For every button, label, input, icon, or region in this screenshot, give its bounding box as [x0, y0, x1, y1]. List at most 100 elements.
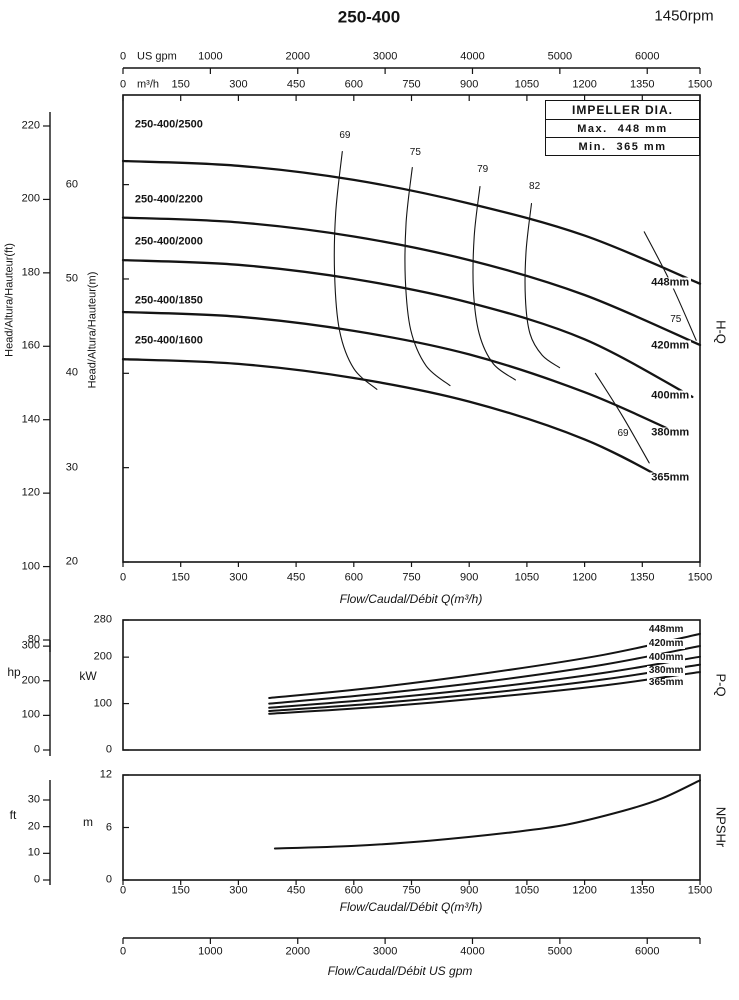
hq-x-tick-label: 450: [286, 571, 306, 584]
impeller-max-row: Max. 448 mm: [546, 120, 699, 137]
usgpm-bottom-tick-label: 1000: [198, 945, 223, 958]
head-m-tick-label: 40: [65, 366, 78, 379]
npsh-x-tick-label: 450: [286, 884, 306, 897]
pq-impeller-dia-label: 420mm: [646, 638, 686, 650]
hq-curve-448mm: [121, 159, 702, 285]
npsh-ft-tick-label: 30: [27, 793, 40, 806]
efficiency-label: 69: [617, 427, 629, 439]
page-title: 250-400: [337, 7, 401, 27]
kw-tick-label: 280: [93, 613, 112, 626]
hq-x-axis-title: Flow/Caudal/Débit Q(m³/h): [339, 592, 483, 606]
pq-curve-380mm: [268, 663, 701, 712]
hq-model-label: 250-400/2000: [134, 235, 203, 248]
m3h-tick-label: 1050: [514, 78, 540, 91]
usgpm-bottom-tick-label: 2000: [285, 945, 310, 958]
npsh-ft-tick-label: 0: [33, 873, 40, 886]
hq-impeller-dia-label: 420mm: [649, 339, 692, 352]
pq-impeller-dia-label: 400mm: [646, 651, 686, 663]
efficiency-label: 69: [339, 129, 351, 141]
usgpm-bottom-tick-label: 4000: [460, 945, 485, 958]
usgpm-tick-label: 3000: [372, 50, 398, 63]
hq-model-label: 250-400/1850: [134, 294, 203, 307]
m3h-tick-label: 1350: [630, 78, 655, 91]
impeller-min-value: 365 mm: [616, 140, 667, 153]
head-m-tick-label: 20: [65, 555, 78, 568]
pq-section-label: P-Q: [713, 673, 729, 697]
m3h-tick-label: 900: [460, 78, 479, 91]
head-ft-tick-label: 220: [21, 119, 40, 132]
head-m-tick-label: 60: [65, 178, 78, 191]
pq-curve-448mm: [268, 632, 701, 699]
usgpm-tick-label: 0: [119, 50, 127, 63]
efficiency-curve-69: [333, 151, 378, 390]
hq-x-tick-label: 1350: [630, 571, 655, 584]
hq-impeller-dia-label: 448mm: [649, 276, 692, 289]
pq-impeller-dia-label: 365mm: [646, 677, 686, 689]
head-ft-tick-label: 200: [21, 192, 40, 205]
head-ft-axis-title: Head/Altura/Hauteur(ft): [3, 243, 16, 357]
usgpm-tick-label: 2000: [285, 50, 310, 63]
usgpm-bottom-tick-label: 3000: [372, 945, 398, 958]
npsh-x-tick-label: 900: [460, 884, 479, 897]
usgpm-tick-label: 4000: [460, 50, 485, 63]
usgpm-unit-label: US gpm: [137, 50, 177, 63]
hq-model-label: 250-400/2200: [134, 193, 203, 206]
m3h-tick-label: 600: [344, 78, 363, 91]
hq-section-label: H-Q: [713, 320, 729, 344]
npshr-section-label: NPSHr: [713, 806, 729, 848]
impeller-max-label: Max.: [577, 122, 608, 135]
hp-tick-label: 200: [21, 674, 40, 687]
m3h-tick-label: 1500: [687, 78, 713, 91]
pq-curve-365mm: [268, 671, 701, 715]
hq-x-tick-label: 1050: [514, 571, 540, 584]
m3h-tick-label: 0: [119, 78, 127, 91]
efficiency-label: 75: [409, 146, 421, 158]
hq-x-tick-label: 300: [229, 571, 248, 584]
hq-x-tick-label: 1200: [572, 571, 597, 584]
usgpm-bottom-tick-label: 6000: [634, 945, 660, 958]
npsh-x-tick-label: 1050: [514, 884, 540, 897]
npsh-x-tick-label: 1200: [572, 884, 597, 897]
npsh-x-tick-label: 750: [402, 884, 421, 897]
efficiency-curve-75: [404, 167, 451, 387]
m3h-tick-label: 450: [286, 78, 306, 91]
efficiency-curve-69: [594, 372, 650, 464]
head-ft-tick-label: 120: [21, 486, 40, 499]
usgpm-tick-label: 5000: [547, 50, 573, 63]
m3h-tick-label: 150: [171, 78, 190, 91]
head-ft-tick-label: 160: [21, 339, 40, 352]
usgpm-tick-label: 6000: [634, 50, 660, 63]
m3h-tick-label: 1200: [572, 78, 597, 91]
npsh-x-tick-label: 1500: [687, 884, 713, 897]
hq-x-tick-label: 1500: [687, 571, 713, 584]
hp-unit-label: hp: [7, 665, 21, 679]
impeller-box-title: IMPELLER DIA.: [546, 101, 699, 120]
npsh-x-tick-label: 0: [119, 884, 127, 897]
m3h-tick-label: 750: [402, 78, 421, 91]
usgpm-x-axis-title: Flow/Caudal/Débit US gpm: [327, 964, 473, 978]
npsh-x-tick-label: 600: [344, 884, 363, 897]
hq-model-label: 250-400/2500: [134, 118, 203, 131]
npsh-m-tick-label: 6: [105, 821, 112, 833]
hq-x-tick-label: 150: [171, 571, 190, 584]
efficiency-label: 75: [670, 314, 682, 326]
efficiency-curve-79: [472, 185, 516, 381]
head-ft-tick-label: 80: [27, 633, 40, 646]
npsh-ft-tick-label: 20: [27, 820, 40, 833]
head-ft-tick-label: 180: [21, 266, 40, 279]
pq-plot-frame: [122, 619, 701, 751]
hq-impeller-dia-label: 400mm: [649, 389, 692, 402]
pq-impeller-dia-label: 448mm: [646, 624, 686, 636]
hq-x-tick-label: 600: [344, 571, 363, 584]
head-m-axis-title: Head/Altura/Hauteur(m): [86, 271, 99, 389]
hp-tick-label: 0: [33, 743, 40, 756]
npsh-x-axis-title: Flow/Caudal/Débit Q(m³/h): [339, 900, 483, 914]
pq-curve-420mm: [268, 645, 701, 705]
hq-curve-380mm: [121, 310, 682, 436]
kw-tick-label: 100: [93, 697, 112, 710]
usgpm-bottom-tick-label: 5000: [547, 945, 573, 958]
hq-curve-365mm: [121, 358, 671, 483]
impeller-dia-box: IMPELLER DIA. Max. 448 mm Min. 365 mm: [545, 100, 700, 156]
